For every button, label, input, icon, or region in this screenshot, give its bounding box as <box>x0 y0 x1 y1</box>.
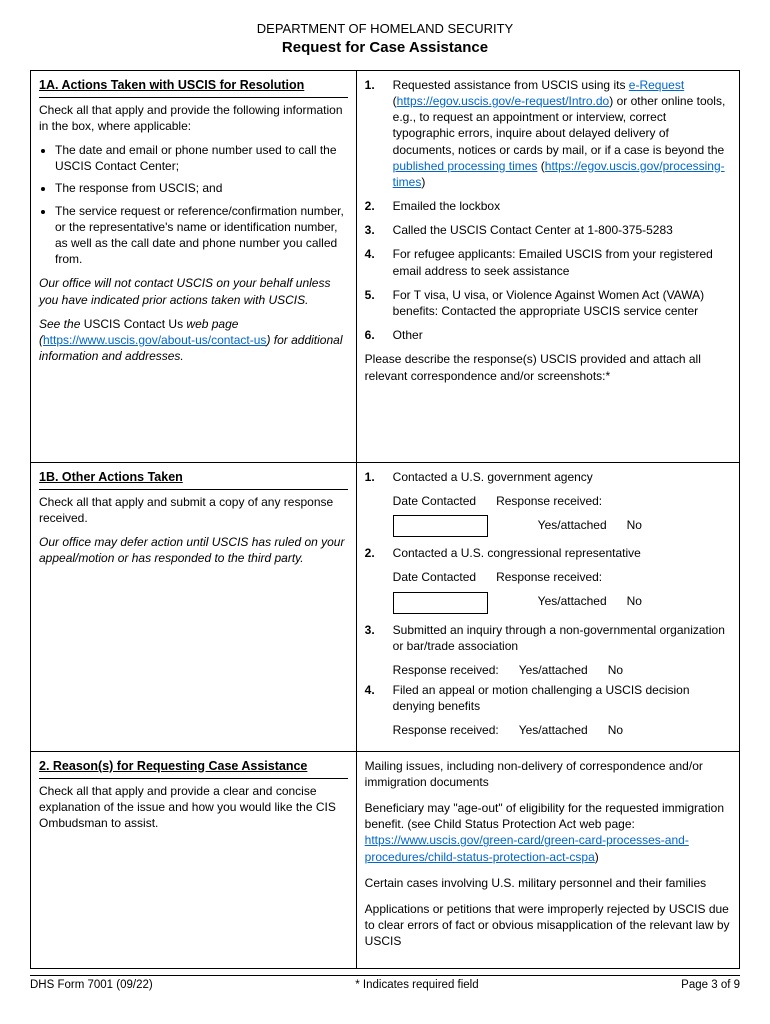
other-action-1-sub: Date Contacted Response received: Yes/at… <box>393 493 731 537</box>
yes-option[interactable]: Yes/attached <box>538 517 607 533</box>
e-request-link[interactable]: e-Request <box>629 78 684 92</box>
required-field-note: * Indicates required field <box>355 978 478 994</box>
other-action-3-resp: Response received: Yes/attached No <box>393 662 731 678</box>
section-1a-note: Our office will not contact USCIS on you… <box>39 275 348 307</box>
page-footer: DHS Form 7001 (09/22) * Indicates requir… <box>30 975 740 994</box>
yes-option[interactable]: Yes/attached <box>538 593 607 609</box>
form-body: 1A. Actions Taken with USCIS for Resolut… <box>30 70 740 969</box>
other-action-2-sub: Date Contacted Response received: Yes/at… <box>393 569 731 613</box>
section-1a-left: 1A. Actions Taken with USCIS for Resolut… <box>31 71 357 462</box>
reason-1: Mailing issues, including non-delivery o… <box>365 758 731 790</box>
section-1b-left: 1B. Other Actions Taken Check all that a… <box>31 463 357 751</box>
form-number: DHS Form 7001 (09/22) <box>30 978 153 994</box>
processing-times-link[interactable]: published processing times <box>393 159 538 173</box>
section-1b-right: 1. Contacted a U.S. government agency Da… <box>357 463 739 751</box>
section-1b-note: Our office may defer action until USCIS … <box>39 534 348 566</box>
cspa-link[interactable]: https://www.uscis.gov/green-card/green-c… <box>365 833 689 863</box>
section-1a-title: 1A. Actions Taken with USCIS for Resolut… <box>39 77 348 98</box>
date-contacted-label: Date Contacted <box>393 569 476 585</box>
section-2-left: 2. Reason(s) for Requesting Case Assista… <box>31 752 357 968</box>
form-header: DEPARTMENT OF HOMELAND SECURITY Request … <box>30 20 740 58</box>
reason-2: Beneficiary may "age-out" of eligibility… <box>365 800 731 865</box>
section-1a-right: 1. Requested assistance from USCIS using… <box>357 71 739 462</box>
contact-us-link[interactable]: https://www.uscis.gov/about-us/contact-u… <box>43 333 266 347</box>
bullet-item: The service request or reference/confirm… <box>55 203 348 268</box>
section-1a-see: See the USCIS Contact Us web page (https… <box>39 316 348 365</box>
department-name: DEPARTMENT OF HOMELAND SECURITY <box>30 20 740 38</box>
e-request-url-link[interactable]: https://egov.uscis.gov/e-request/Intro.d… <box>397 94 610 108</box>
response-received-label: Response received: <box>496 493 602 509</box>
reason-4: Applications or petitions that were impr… <box>365 901 731 950</box>
yes-option[interactable]: Yes/attached <box>519 662 588 678</box>
other-action-4: 4. Filed an appeal or motion challenging… <box>365 682 731 714</box>
section-1a: 1A. Actions Taken with USCIS for Resolut… <box>31 71 739 463</box>
action-item-2: 2. Emailed the lockbox <box>365 198 731 214</box>
action-item-6: 6. Other <box>365 327 731 343</box>
no-option[interactable]: No <box>627 593 642 609</box>
action-item-3: 3. Called the USCIS Contact Center at 1-… <box>365 222 731 238</box>
yes-option[interactable]: Yes/attached <box>519 722 588 738</box>
no-option[interactable]: No <box>627 517 642 533</box>
date-contacted-input-1[interactable] <box>393 515 488 537</box>
action-item-1: 1. Requested assistance from USCIS using… <box>365 77 731 190</box>
response-received-label: Response received: <box>393 722 499 738</box>
section-1b-title: 1B. Other Actions Taken <box>39 469 348 490</box>
section-1a-intro: Check all that apply and provide the fol… <box>39 102 348 134</box>
no-option[interactable]: No <box>608 662 623 678</box>
bullet-item: The date and email or phone number used … <box>55 142 348 174</box>
section-1b-intro: Check all that apply and submit a copy o… <box>39 494 348 526</box>
response-text-area[interactable] <box>365 394 731 454</box>
response-received-label: Response received: <box>496 569 602 585</box>
date-contacted-label: Date Contacted <box>393 493 476 509</box>
action-item-4: 4. For refugee applicants: Emailed USCIS… <box>365 246 731 278</box>
section-2-right: Mailing issues, including non-delivery o… <box>357 752 739 968</box>
section-2: 2. Reason(s) for Requesting Case Assista… <box>31 752 739 968</box>
other-action-2: 2. Contacted a U.S. congressional repres… <box>365 545 731 561</box>
other-action-1: 1. Contacted a U.S. government agency <box>365 469 731 485</box>
date-contacted-input-2[interactable] <box>393 592 488 614</box>
bullet-item: The response from USCIS; and <box>55 180 348 196</box>
no-option[interactable]: No <box>608 722 623 738</box>
action-item-5: 5. For T visa, U visa, or Violence Again… <box>365 287 731 319</box>
page-number: Page 3 of 9 <box>681 978 740 994</box>
response-received-label: Response received: <box>393 662 499 678</box>
other-action-4-resp: Response received: Yes/attached No <box>393 722 731 738</box>
other-action-3: 3. Submitted an inquiry through a non-go… <box>365 622 731 654</box>
section-1a-bullets: The date and email or phone number used … <box>55 142 348 267</box>
reason-3: Certain cases involving U.S. military pe… <box>365 875 731 891</box>
describe-response-prompt: Please describe the response(s) USCIS pr… <box>365 351 731 383</box>
section-1b: 1B. Other Actions Taken Check all that a… <box>31 463 739 752</box>
form-title: Request for Case Assistance <box>30 38 740 58</box>
section-2-title: 2. Reason(s) for Requesting Case Assista… <box>39 758 348 779</box>
section-2-intro: Check all that apply and provide a clear… <box>39 783 348 832</box>
